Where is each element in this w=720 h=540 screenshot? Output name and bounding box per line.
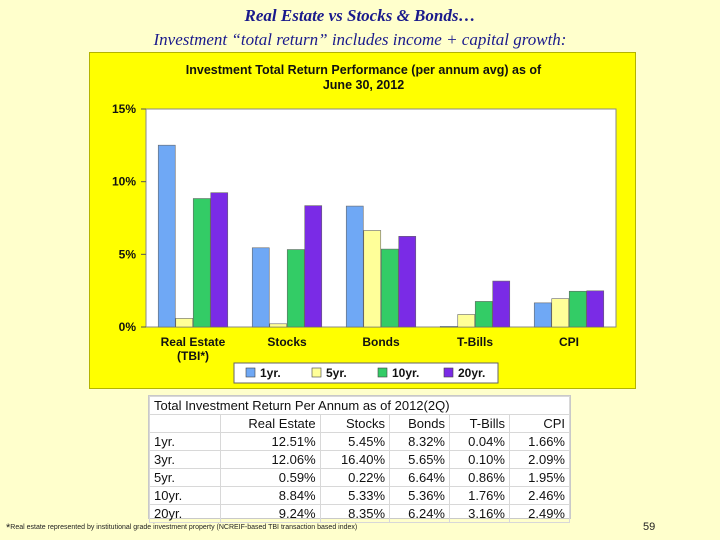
x-tick-label: CPI [559,335,579,349]
footnote-star: * [6,522,11,534]
table-cell: 2.49% [508,504,571,523]
table-row: 5yr. 0.59% 0.22% 6.64% 0.86% 1.95% [149,468,571,487]
table-cell: 1.76% [449,486,510,505]
table-cell: 9.24% [220,504,321,523]
table-cell: 6.64% [389,468,450,487]
table-cell: 0.86% [449,468,510,487]
legend-swatch [443,367,454,378]
bar [157,144,176,328]
legend-label: 1yr. [260,366,281,380]
y-tick-label: 10% [112,175,136,189]
page-number: 59 [643,521,656,533]
bar [492,280,511,328]
bar-chart: 0% 5% 10% 15% Real Estate(TBI*) Stocks Bonds T-… [112,102,617,384]
returns-table: Total Investment Return Per Annum as of … [148,395,571,523]
table-title: Total Investment Return Per Annum as of … [149,396,570,415]
table-column-header: CPI [508,414,571,433]
table-row: 20yr. 9.24% 8.35% 6.24% 3.16% 2.49% [149,504,571,523]
bar [286,249,305,328]
legend-label: 10yr. [392,366,419,380]
table-cell: 1.95% [508,468,571,487]
table-cell: 8.35% [319,504,391,523]
legend-box [233,362,499,384]
y-tick-label: 15% [112,102,136,116]
bar [457,314,476,328]
y-tick-label: 5% [119,247,137,261]
table-row-label: 20yr. [149,504,221,523]
legend-swatch [377,367,388,378]
table-cell: 5.65% [389,450,450,469]
footnote: *Real estate represented by institutiona… [6,522,357,534]
legend-swatch [311,367,322,378]
bar [210,192,229,328]
chart-title-line1: Investment Total Return Performance (per… [185,63,542,77]
table-cell: 12.51% [220,432,321,451]
table-cell: 2.46% [508,486,571,505]
bar [474,301,493,328]
x-tick-label: Real Estate [161,335,226,349]
table-row-label: 5yr. [149,468,221,487]
slide-subtitle: Investment “total return” includes incom… [153,30,567,49]
table-corner-cell [149,414,221,433]
bar [568,290,587,328]
bar [439,326,458,328]
table-cell: 6.24% [389,504,450,523]
bar [380,248,399,328]
table-cell: 12.06% [220,450,321,469]
table-cell: 0.59% [220,468,321,487]
bar [251,247,270,328]
bar [345,205,364,328]
x-tick-label: Bonds [362,335,400,349]
bar [304,205,323,328]
table-cell: 5.45% [319,432,391,451]
table-column-header: T-Bills [449,414,510,433]
bar [398,236,417,328]
table-cell: 8.84% [220,486,321,505]
table-column-header: Stocks [319,414,391,433]
bar [269,323,288,328]
table-cell: 0.22% [319,468,391,487]
table-row-label: 3yr. [149,450,221,469]
chart-title-line2: June 30, 2012 [322,78,405,92]
chart-panel: Investment Total Return Performance (per… [89,52,636,389]
table-cell: 8.32% [389,432,450,451]
table-cell: 5.33% [319,486,391,505]
x-tick-label: T-Bills [457,335,493,349]
slide-title: Real Estate vs Stocks & Bonds… [244,6,476,25]
x-tick-sublabel: (TBI*) [177,349,209,363]
bar [551,298,570,328]
bar [192,198,211,328]
table-row: 1yr. 12.51% 5.45% 8.32% 0.04% 1.66% [149,432,571,451]
bar [363,230,382,328]
legend-label: 5yr. [326,366,347,380]
table-cell: 16.40% [319,450,391,469]
table-column-header: Real Estate [220,414,321,433]
table-row-label: 10yr. [149,486,221,505]
table-cell: 1.66% [508,432,571,451]
table-row: 10yr. 8.84% 5.33% 5.36% 1.76% 2.46% [149,486,571,505]
bar [533,302,552,328]
table-cell: 5.36% [389,486,450,505]
table-cell: 0.10% [449,450,510,469]
table-row-label: 1yr. [149,432,221,451]
legend-label: 20yr. [458,366,485,380]
chart-title: Investment Total Return Performance (per… [90,63,637,93]
table-cell: 2.09% [508,450,571,469]
y-tick-label: 0% [119,320,137,334]
footnote-text: Real estate represented by institutional… [10,524,358,531]
table-header-row: Real Estate Stocks Bonds T-Bills CPI [149,414,571,433]
bar [586,290,605,328]
bar [175,318,194,328]
table-column-header: Bonds [389,414,450,433]
table-row: 3yr. 12.06% 16.40% 5.65% 0.10% 2.09% [149,450,571,469]
x-tick-label: Stocks [267,335,307,349]
legend-swatch [245,367,256,378]
table-cell: 3.16% [449,504,510,523]
table-cell: 0.04% [449,432,510,451]
